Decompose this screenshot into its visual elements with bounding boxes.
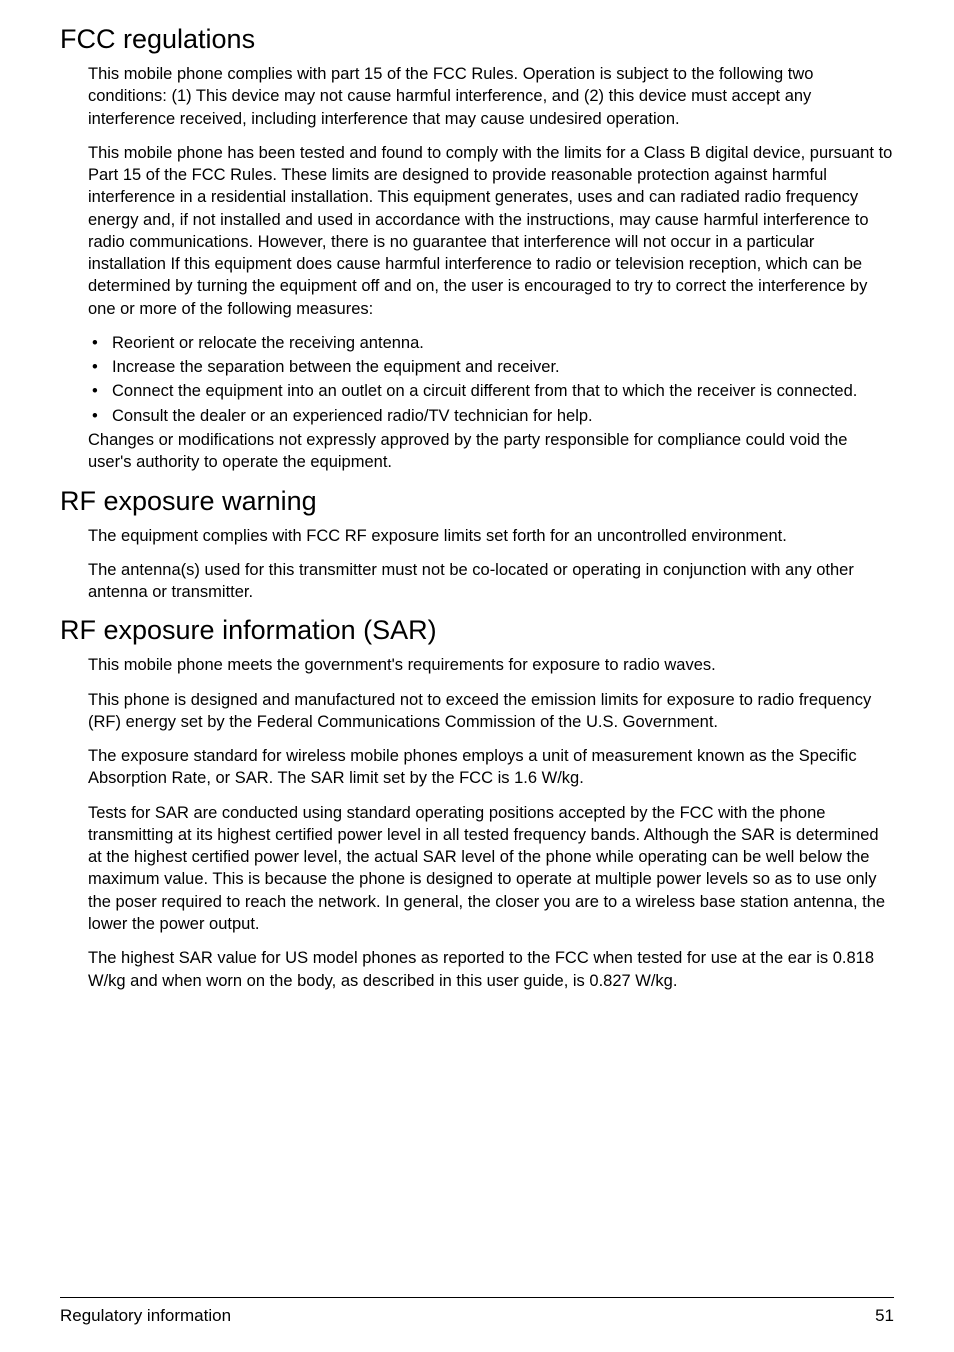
- paragraph: Tests for SAR are conducted using standa…: [60, 802, 894, 936]
- list-item: Connect the equipment into an outlet on …: [88, 380, 894, 402]
- list-item: Increase the separation between the equi…: [88, 356, 894, 378]
- heading-rf-exposure-information-sar: RF exposure information (SAR): [60, 615, 894, 646]
- paragraph: The equipment complies with FCC RF expos…: [60, 525, 894, 547]
- paragraph: The highest SAR value for US model phone…: [60, 947, 894, 992]
- page-footer: Regulatory information 51: [60, 1297, 894, 1326]
- heading-rf-exposure-warning: RF exposure warning: [60, 486, 894, 517]
- page-content: FCC regulations This mobile phone compli…: [60, 24, 894, 1064]
- paragraph: This mobile phone has been tested and fo…: [60, 142, 894, 320]
- paragraph: Changes or modifications not expressly a…: [60, 429, 894, 474]
- bullet-list: Reorient or relocate the receiving anten…: [60, 332, 894, 427]
- heading-fcc-regulations: FCC regulations: [60, 24, 894, 55]
- paragraph: This mobile phone complies with part 15 …: [60, 63, 894, 130]
- list-item: Reorient or relocate the receiving anten…: [88, 332, 894, 354]
- paragraph: This mobile phone meets the government's…: [60, 654, 894, 676]
- footer-section-label: Regulatory information: [60, 1306, 231, 1326]
- list-item: Consult the dealer or an experienced rad…: [88, 405, 894, 427]
- paragraph: This phone is designed and manufactured …: [60, 689, 894, 734]
- paragraph: The exposure standard for wireless mobil…: [60, 745, 894, 790]
- footer-page-number: 51: [875, 1306, 894, 1326]
- paragraph: The antenna(s) used for this transmitter…: [60, 559, 894, 604]
